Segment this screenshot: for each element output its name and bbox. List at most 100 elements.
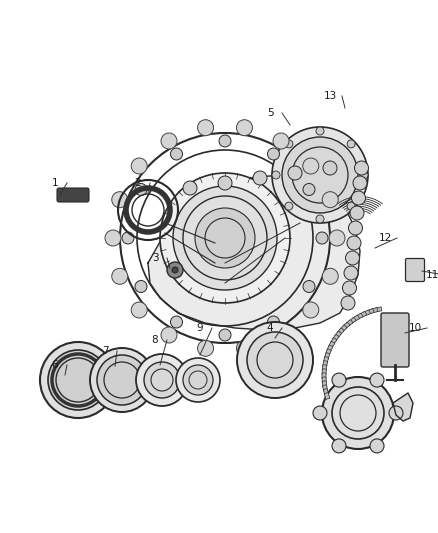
Circle shape xyxy=(360,171,368,179)
Text: 3: 3 xyxy=(152,253,158,263)
Circle shape xyxy=(183,365,213,395)
FancyBboxPatch shape xyxy=(381,313,409,367)
Circle shape xyxy=(285,202,293,210)
Bar xyxy=(322,365,327,371)
Bar xyxy=(371,308,378,313)
Circle shape xyxy=(332,439,346,453)
Circle shape xyxy=(198,120,214,136)
Bar xyxy=(325,349,331,356)
Circle shape xyxy=(316,215,324,223)
Bar xyxy=(353,315,360,321)
Circle shape xyxy=(183,181,197,195)
Circle shape xyxy=(303,302,319,318)
Bar xyxy=(322,381,327,387)
Circle shape xyxy=(350,206,364,220)
Bar xyxy=(323,385,328,391)
Bar xyxy=(364,310,371,316)
Text: 9: 9 xyxy=(197,323,203,333)
Circle shape xyxy=(322,268,338,284)
Circle shape xyxy=(170,316,183,328)
Text: 10: 10 xyxy=(409,323,421,333)
Circle shape xyxy=(322,377,394,449)
Bar xyxy=(356,313,363,319)
Circle shape xyxy=(195,208,255,268)
Circle shape xyxy=(352,191,365,205)
Circle shape xyxy=(237,340,252,356)
Circle shape xyxy=(135,183,147,196)
Bar xyxy=(360,311,367,318)
Circle shape xyxy=(160,173,290,303)
Circle shape xyxy=(341,296,355,310)
Circle shape xyxy=(48,350,108,410)
Circle shape xyxy=(343,281,357,295)
Circle shape xyxy=(219,329,231,341)
FancyBboxPatch shape xyxy=(57,188,89,202)
Bar xyxy=(346,320,353,326)
Circle shape xyxy=(285,140,293,148)
Circle shape xyxy=(354,161,368,175)
Bar xyxy=(349,317,356,324)
Bar xyxy=(375,307,382,312)
Circle shape xyxy=(161,133,177,149)
Circle shape xyxy=(329,230,345,246)
Circle shape xyxy=(272,127,368,223)
Circle shape xyxy=(198,340,214,356)
Polygon shape xyxy=(148,175,360,330)
Circle shape xyxy=(268,316,279,328)
Circle shape xyxy=(353,176,367,190)
Circle shape xyxy=(40,342,116,418)
Circle shape xyxy=(170,148,183,160)
Bar xyxy=(332,334,339,342)
Text: 11: 11 xyxy=(425,270,438,280)
Circle shape xyxy=(90,348,154,412)
Bar xyxy=(324,352,330,360)
Polygon shape xyxy=(393,393,413,421)
Circle shape xyxy=(247,332,303,388)
Circle shape xyxy=(370,373,384,387)
Circle shape xyxy=(176,358,220,402)
Circle shape xyxy=(347,140,355,148)
Bar xyxy=(323,389,328,395)
Circle shape xyxy=(303,183,315,196)
Circle shape xyxy=(131,302,147,318)
Bar xyxy=(323,357,328,364)
Circle shape xyxy=(273,327,289,343)
Circle shape xyxy=(131,158,147,174)
Circle shape xyxy=(332,373,346,387)
Circle shape xyxy=(112,268,128,284)
Circle shape xyxy=(136,354,188,406)
Circle shape xyxy=(144,362,180,398)
Circle shape xyxy=(273,133,289,149)
Circle shape xyxy=(303,280,315,293)
Bar xyxy=(322,361,328,367)
Circle shape xyxy=(316,127,324,135)
Circle shape xyxy=(370,439,384,453)
Circle shape xyxy=(167,262,183,278)
Circle shape xyxy=(97,355,147,405)
Text: 5: 5 xyxy=(267,108,273,118)
Circle shape xyxy=(253,171,267,185)
Text: 8: 8 xyxy=(152,335,158,345)
Circle shape xyxy=(172,267,178,273)
Circle shape xyxy=(282,137,358,213)
Bar xyxy=(330,338,337,345)
Circle shape xyxy=(272,171,280,179)
Bar xyxy=(367,309,374,314)
Circle shape xyxy=(349,221,363,235)
Circle shape xyxy=(219,135,231,147)
Circle shape xyxy=(347,236,361,250)
Text: 7: 7 xyxy=(102,346,108,356)
Circle shape xyxy=(313,406,327,420)
Bar xyxy=(322,369,326,375)
Circle shape xyxy=(323,161,337,175)
Circle shape xyxy=(173,186,277,290)
Circle shape xyxy=(105,230,121,246)
Circle shape xyxy=(122,232,134,244)
Bar xyxy=(328,341,335,349)
Bar xyxy=(340,325,347,332)
FancyBboxPatch shape xyxy=(406,259,424,281)
Bar xyxy=(322,373,326,379)
Bar xyxy=(335,331,342,338)
Circle shape xyxy=(347,202,355,210)
Bar xyxy=(327,345,333,352)
